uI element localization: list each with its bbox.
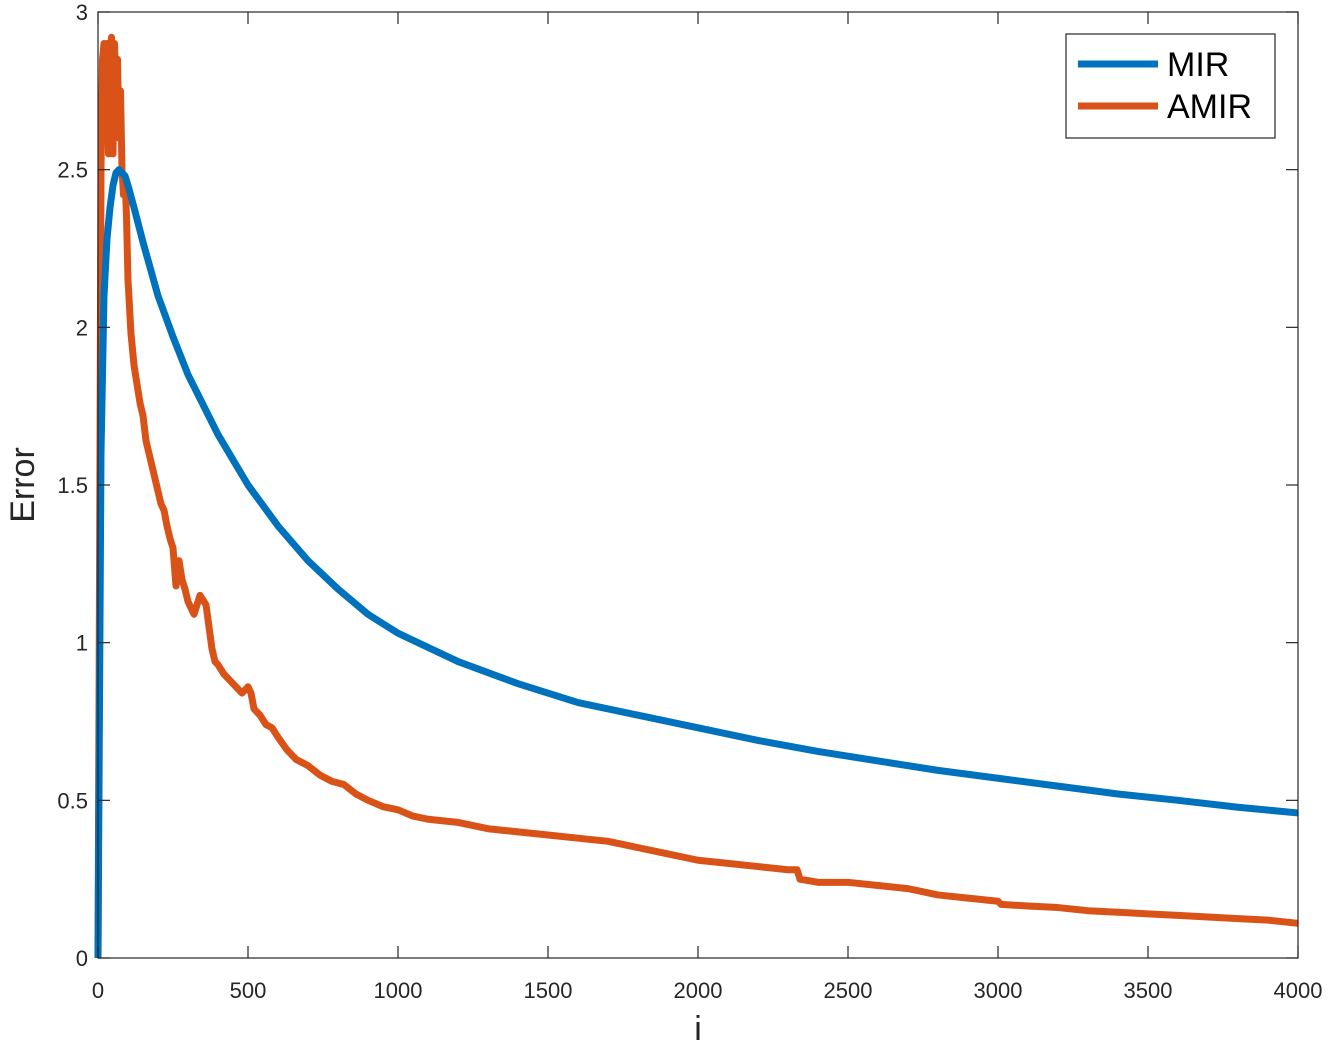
y-axis-label: Error xyxy=(4,447,42,523)
x-tick-label: 500 xyxy=(230,978,267,1003)
y-tick-label: 2.5 xyxy=(57,158,88,183)
y-tick-label: 0.5 xyxy=(57,788,88,813)
series-line-amir xyxy=(94,33,1299,959)
x-tick-label: 2000 xyxy=(674,978,723,1003)
y-tick-label: 2 xyxy=(76,315,88,340)
series-layer xyxy=(94,33,1299,959)
x-tick-label: 1000 xyxy=(374,978,423,1003)
x-tick-label: 0 xyxy=(92,978,104,1003)
y-tick-label: 0 xyxy=(76,946,88,971)
legend-label-mir: MIR xyxy=(1167,46,1229,84)
x-tick-label: 3500 xyxy=(1124,978,1173,1003)
x-tick-label: 4000 xyxy=(1274,978,1323,1003)
legend: MIR AMIR xyxy=(1065,33,1276,139)
x-tick-label: 2500 xyxy=(824,978,873,1003)
x-tick-label: 3000 xyxy=(974,978,1023,1003)
legend-box xyxy=(1065,33,1276,139)
y-tick-label: 1.5 xyxy=(57,473,88,498)
x-axis-label: i xyxy=(694,1010,702,1048)
x-tick-label: 1500 xyxy=(524,978,573,1003)
tick-layer: 0 500 1000 1500 2000 2500 3000 3500 4000 0 0.5 1 1.5… xyxy=(57,0,1322,1003)
y-tick-label: 1 xyxy=(76,631,88,656)
legend-label-amir: AMIR xyxy=(1167,88,1252,126)
series-line-mir xyxy=(94,166,1299,959)
y-tick-label: 3 xyxy=(76,0,88,25)
